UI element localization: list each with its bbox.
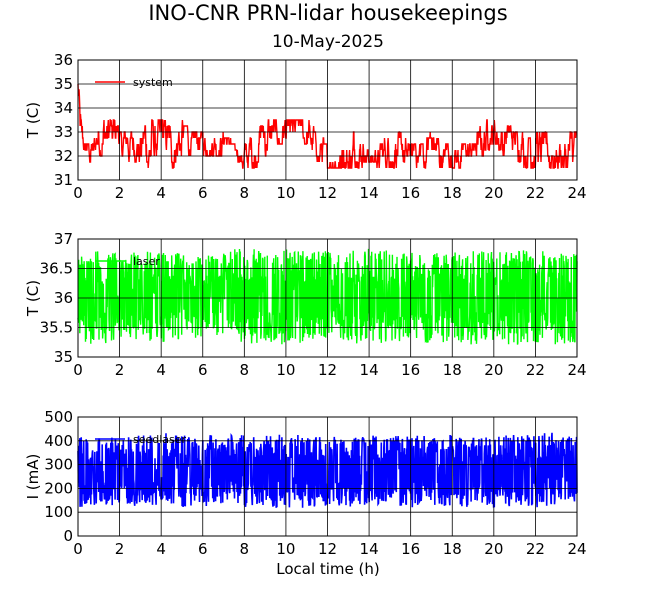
- plot-frame: [77, 416, 578, 537]
- y-tick-label: 34: [54, 99, 73, 117]
- x-tick-label: 16: [401, 361, 420, 379]
- x-tick-label: 8: [240, 184, 250, 202]
- x-tick-label: 10: [276, 184, 295, 202]
- x-tick-label: 2: [115, 184, 125, 202]
- x-tick-label: 10: [276, 540, 295, 558]
- x-tick-label: 22: [526, 184, 545, 202]
- x-tick-label: 8: [240, 361, 250, 379]
- y-tick-label: 33: [54, 123, 73, 141]
- y-tick-label: 36.5: [40, 260, 73, 278]
- x-tick-label: 14: [360, 361, 379, 379]
- x-tick-label: 4: [156, 540, 166, 558]
- x-tick-label: 24: [567, 361, 586, 379]
- plot-frame: [77, 238, 578, 358]
- y-tick-label: 35: [54, 348, 73, 366]
- x-tick-label: 14: [360, 184, 379, 202]
- y-tick-label: 300: [44, 456, 73, 474]
- y-tick-label: 35.5: [40, 319, 73, 337]
- legend-label: laser: [133, 255, 160, 268]
- y-axis-label: T (C): [24, 102, 42, 139]
- x-tick-label: 6: [198, 540, 208, 558]
- legend-label: system: [133, 76, 173, 89]
- x-tick-label: 0: [73, 361, 83, 379]
- x-tick-label: 18: [443, 184, 462, 202]
- y-tick-label: 36: [54, 51, 73, 69]
- y-tick-label: 32: [54, 147, 73, 165]
- x-tick-label: 12: [318, 540, 337, 558]
- x-tick-label: 8: [240, 540, 250, 558]
- y-tick-label: 500: [44, 408, 73, 426]
- y-tick-label: 37: [54, 230, 73, 248]
- x-tick-label: 4: [156, 184, 166, 202]
- x-tick-label: 22: [526, 540, 545, 558]
- legend-label: seedlaser: [133, 433, 187, 446]
- x-tick-label: 22: [526, 361, 545, 379]
- y-tick-label: 0: [63, 527, 73, 545]
- x-tick-label: 0: [73, 540, 83, 558]
- x-tick-label: 24: [567, 540, 586, 558]
- x-tick-label: 24: [567, 184, 586, 202]
- x-tick-label: 16: [401, 184, 420, 202]
- x-axis-label: Local time (h): [276, 560, 380, 578]
- x-tick-label: 20: [484, 540, 503, 558]
- x-tick-label: 10: [276, 361, 295, 379]
- x-tick-label: 12: [318, 184, 337, 202]
- figure-title: INO-CNR PRN-lidar housekeepings: [148, 1, 507, 25]
- x-tick-label: 4: [156, 361, 166, 379]
- y-tick-label: 36: [54, 289, 73, 307]
- y-tick-label: 31: [54, 171, 73, 189]
- x-tick-label: 20: [484, 361, 503, 379]
- x-tick-label: 6: [198, 361, 208, 379]
- plot-frame: [77, 59, 578, 181]
- y-axis-label: I (mA): [24, 454, 42, 500]
- x-tick-label: 6: [198, 184, 208, 202]
- y-tick-label: 35: [54, 75, 73, 93]
- x-tick-label: 14: [360, 540, 379, 558]
- figure-date: 10-May-2025: [272, 32, 384, 52]
- y-tick-label: 400: [44, 432, 73, 450]
- x-tick-label: 20: [484, 184, 503, 202]
- x-tick-label: 2: [115, 540, 125, 558]
- x-tick-label: 0: [73, 184, 83, 202]
- y-tick-label: 200: [44, 479, 73, 497]
- x-tick-label: 18: [443, 540, 462, 558]
- x-tick-label: 12: [318, 361, 337, 379]
- x-tick-label: 2: [115, 361, 125, 379]
- x-tick-label: 18: [443, 361, 462, 379]
- x-tick-label: 16: [401, 540, 420, 558]
- y-tick-label: 100: [44, 503, 73, 521]
- y-axis-label: T (C): [24, 280, 42, 317]
